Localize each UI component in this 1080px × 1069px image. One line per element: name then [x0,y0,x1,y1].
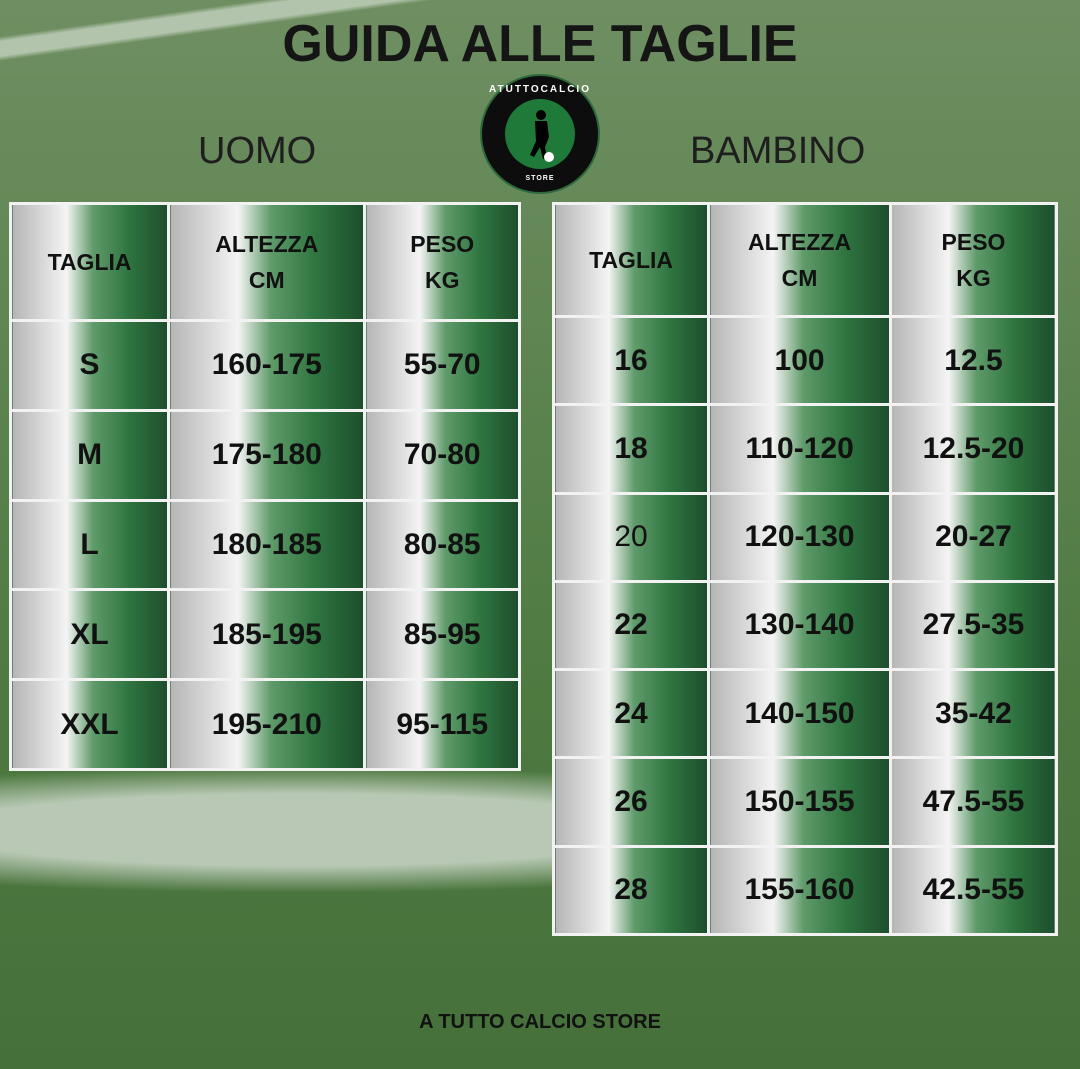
column-header: ALTEZZA CM [167,202,367,322]
height-cell: 175-180 [167,408,367,502]
height-cell: 180-185 [167,498,367,592]
bambino-size-table: TAGLIA ALTEZZA CM PESO KG 16 100 12.5 18 110-120 1… [551,202,1059,937]
size-cell: 16 [551,314,711,407]
weight-cell: 27.5-35 [888,579,1059,672]
height-cell: 160-175 [167,319,367,412]
height-cell: 140-150 [707,668,892,760]
weight-cell: 55-70 [363,319,521,412]
logo-subtext: STORE [525,175,555,182]
table-row: 24 140-150 35-42 [551,668,1059,760]
footer-text: A TUTTO CALCIO STORE [419,1011,661,1033]
table-row: S 160-175 55-70 [8,319,521,412]
height-cell: 130-140 [707,579,892,672]
size-cell: 18 [551,403,711,495]
weight-cell: 12.5-20 [888,403,1059,495]
uomo-heading: UOMO [198,130,317,172]
size-cell: XL [8,588,171,682]
size-cell: 24 [551,668,711,760]
column-header: PESO KG [888,202,1059,318]
table-row: 18 110-120 12.5-20 [551,403,1059,495]
height-cell: 150-155 [707,756,892,848]
table-row: XXL 195-210 95-115 [8,678,521,771]
column-header: PESO KG [363,202,521,322]
size-cell: 26 [551,756,711,848]
size-cell: S [8,319,171,412]
size-cell: 28 [551,844,711,937]
column-header: ALTEZZA CM [707,202,892,318]
soccer-player-icon [505,99,575,169]
height-cell: 110-120 [707,403,892,495]
store-logo: ATUTTOCALCIO STORE [482,76,598,192]
column-header: TAGLIA [8,202,171,322]
weight-cell: 80-85 [363,498,521,592]
table-row: 28 155-160 42.5-55 [551,844,1059,937]
bambino-heading: BAMBINO [690,130,866,172]
weight-cell: 12.5 [888,314,1059,407]
height-cell: 185-195 [167,588,367,682]
table-row: M 175-180 70-80 [8,408,521,502]
table-row: 26 150-155 47.5-55 [551,756,1059,848]
height-cell: 155-160 [707,844,892,937]
weight-cell: 20-27 [888,491,1059,583]
weight-cell: 42.5-55 [888,844,1059,937]
size-cell: 20 [551,491,711,583]
weight-cell: 95-115 [363,678,521,771]
table-header-row: TAGLIA ALTEZZA CM PESO KG [551,202,1059,318]
size-cell: L [8,498,171,592]
weight-cell: 70-80 [363,408,521,502]
size-cell: M [8,408,171,502]
uomo-size-table: TAGLIA ALTEZZA CM PESO KG S 160-175 55-70 M 175-1… [8,202,521,771]
height-cell: 100 [707,314,892,407]
weight-cell: 47.5-55 [888,756,1059,848]
table-row: 22 130-140 27.5-35 [551,579,1059,672]
weight-cell: 35-42 [888,668,1059,760]
table-header-row: TAGLIA ALTEZZA CM PESO KG [8,202,521,322]
height-cell: 120-130 [707,491,892,583]
logo-text: ATUTTOCALCIO [489,84,591,95]
table-row: L 180-185 80-85 [8,498,521,592]
table-row: XL 185-195 85-95 [8,588,521,682]
column-header: TAGLIA [551,202,711,318]
height-cell: 195-210 [167,678,367,771]
weight-cell: 85-95 [363,588,521,682]
page-title: GUIDA ALLE TAGLIE [282,15,798,73]
size-cell: XXL [8,678,171,771]
table-row: 20 120-130 20-27 [551,491,1059,583]
size-cell: 22 [551,579,711,672]
table-row: 16 100 12.5 [551,314,1059,407]
